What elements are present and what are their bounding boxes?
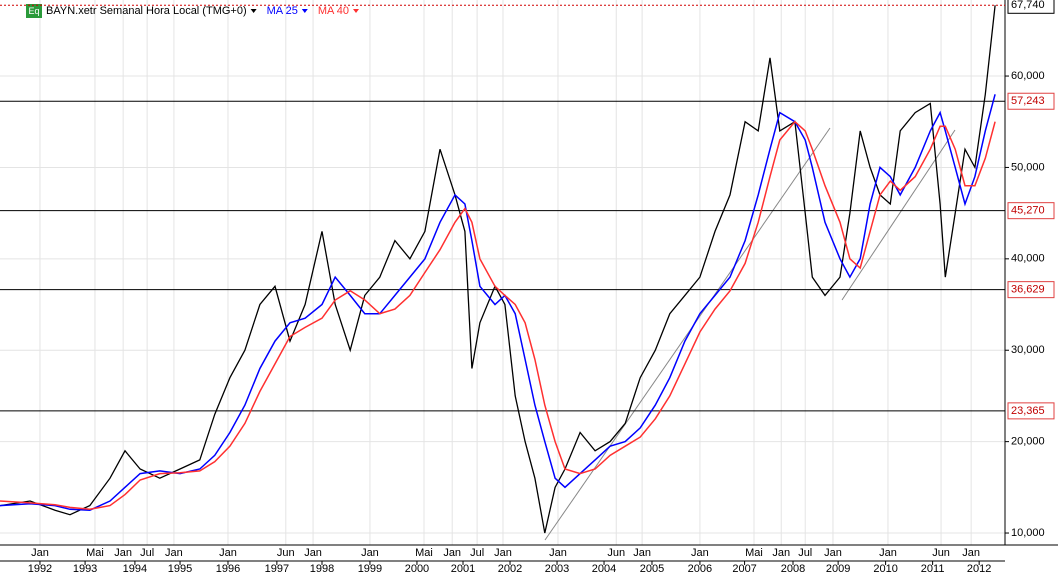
year-tick-label: 1998 <box>310 563 334 575</box>
level-label: 36,629 <box>1011 284 1045 296</box>
year-tick-label: 2002 <box>498 563 522 575</box>
year-tick-label: 1995 <box>168 563 192 575</box>
year-tick-label: 1996 <box>216 563 240 575</box>
year-tick-label: 2012 <box>967 563 991 575</box>
x-tick-label: Mai <box>745 547 763 559</box>
y-tick-label: 10,000 <box>1011 527 1045 539</box>
x-tick-label: Jan <box>879 547 897 559</box>
x-tick-label: Jun <box>277 547 295 559</box>
year-tick-label: 1993 <box>73 563 97 575</box>
legend: Eq <box>26 4 42 18</box>
level-label-box <box>1007 402 1055 420</box>
y-tick-label: 40,000 <box>1011 253 1045 265</box>
x-tick-label: Mai <box>415 547 433 559</box>
x-tick-label: Jan <box>114 547 132 559</box>
x-tick-label: Jul <box>140 547 154 559</box>
legend-icon <box>26 4 42 18</box>
x-tick-label: Jan <box>824 547 842 559</box>
level-label-box <box>1007 202 1055 220</box>
year-tick-label: 2010 <box>873 563 897 575</box>
legend-dropdown <box>353 9 359 13</box>
year-tick-label: 2003 <box>545 563 569 575</box>
x-tick-label: Jan <box>361 547 379 559</box>
year-tick-label: 2007 <box>732 563 756 575</box>
year-tick-label: 1994 <box>123 563 147 575</box>
legend-label: BAYN.xetr Semanal Hora Local (TMG+0) <box>46 5 247 17</box>
x-tick-label: Jan <box>165 547 183 559</box>
x-tick-label: Jul <box>798 547 812 559</box>
x-tick-label: Jan <box>219 547 237 559</box>
year-tick-label: 2009 <box>826 563 850 575</box>
series-line <box>0 94 996 511</box>
x-tick-label: Jan <box>962 547 980 559</box>
legend-dropdown <box>250 9 257 13</box>
x-tick-label: Jul <box>470 547 484 559</box>
year-tick-label: 2005 <box>640 563 664 575</box>
y-tick-label: 60,000 <box>1011 70 1045 82</box>
year-tick-label: 2001 <box>451 563 475 575</box>
x-tick-label: Jan <box>691 547 709 559</box>
x-tick-label: Jan <box>304 547 322 559</box>
legend-label: MA 40 <box>318 5 349 17</box>
year-tick-label: 2004 <box>592 563 616 575</box>
last-price-box <box>1007 0 1055 14</box>
x-tick-label: Jan <box>443 547 461 559</box>
x-tick-label: Jan <box>494 547 512 559</box>
level-label: 23,365 <box>1011 405 1045 417</box>
series-line <box>0 5 996 534</box>
year-tick-label: 2000 <box>405 563 429 575</box>
x-tick-label: Jan <box>31 547 49 559</box>
level-label: 45,270 <box>1011 205 1045 217</box>
series-line <box>0 120 996 511</box>
y-tick-label: 50,000 <box>1011 161 1045 173</box>
year-tick-label: 1992 <box>28 563 52 575</box>
legend-label: MA 25 <box>267 5 298 17</box>
year-tick-label: 1997 <box>265 563 289 575</box>
level-label: 57,243 <box>1011 95 1045 107</box>
y-tick-label: 30,000 <box>1011 344 1045 356</box>
x-tick-label: Jan <box>549 547 567 559</box>
trend-line <box>544 127 831 541</box>
year-tick-label: 2006 <box>688 563 712 575</box>
level-label-box <box>1007 92 1055 110</box>
year-tick-label: 1999 <box>358 563 382 575</box>
level-label-box <box>1007 281 1055 299</box>
x-tick-label: Jan <box>772 547 790 559</box>
year-tick-label: 2011 <box>921 563 945 575</box>
legend-dropdown <box>301 9 308 13</box>
y-tick-label: 20,000 <box>1011 436 1045 448</box>
legend-icon-text: Eq <box>28 6 39 16</box>
year-tick-label: 2008 <box>781 563 805 575</box>
x-tick-label: Jun <box>607 547 625 559</box>
x-tick-label: Jan <box>633 547 651 559</box>
x-tick-label: Jun <box>932 547 950 559</box>
x-tick-label: Mai <box>86 547 104 559</box>
last-price-label: 67,740 <box>1011 0 1045 11</box>
